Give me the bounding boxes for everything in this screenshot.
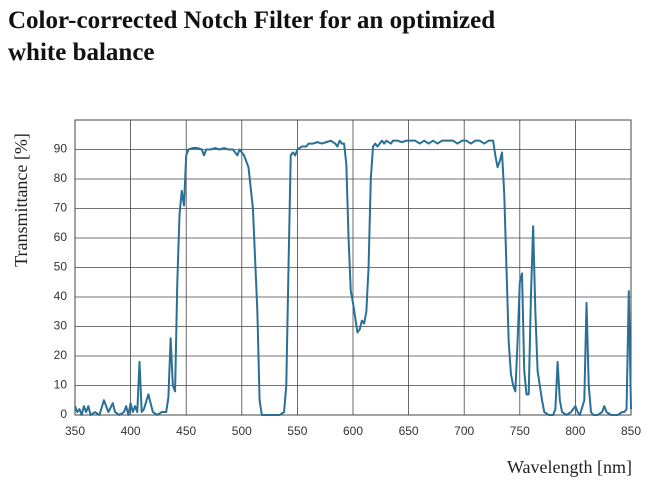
x-tick-label: 750 xyxy=(510,424,530,438)
y-tick-label: 80 xyxy=(54,171,68,185)
x-tick-label: 350 xyxy=(65,424,85,438)
x-tick-label: 850 xyxy=(621,424,641,438)
x-tick-label: 800 xyxy=(565,424,585,438)
x-axis-label: Wavelength [nm] xyxy=(507,457,632,477)
transmittance-line xyxy=(74,139,632,416)
y-tick-label: 0 xyxy=(60,407,67,421)
y-tick-label: 60 xyxy=(54,230,68,244)
y-tick-label: 70 xyxy=(54,201,68,215)
y-tick-label: 50 xyxy=(54,260,68,274)
x-tick-label: 550 xyxy=(287,424,307,438)
x-tick-label: 700 xyxy=(454,424,474,438)
y-tick-label: 40 xyxy=(54,289,68,303)
chart-title: white balance xyxy=(8,39,155,66)
y-tick-label: 10 xyxy=(54,378,68,392)
chart-title: Color-corrected Notch Filter for an opti… xyxy=(8,7,495,34)
x-tick-label: 600 xyxy=(343,424,363,438)
y-axis-label: Transmittance [%] xyxy=(11,133,31,267)
y-tick-label: 20 xyxy=(54,348,68,362)
y-tick-label: 30 xyxy=(54,319,68,333)
x-tick-label: 400 xyxy=(121,424,141,438)
y-tick-label: 90 xyxy=(54,142,68,156)
x-tick-label: 500 xyxy=(232,424,252,438)
x-tick-label: 650 xyxy=(399,424,419,438)
x-tick-label: 450 xyxy=(176,424,196,438)
